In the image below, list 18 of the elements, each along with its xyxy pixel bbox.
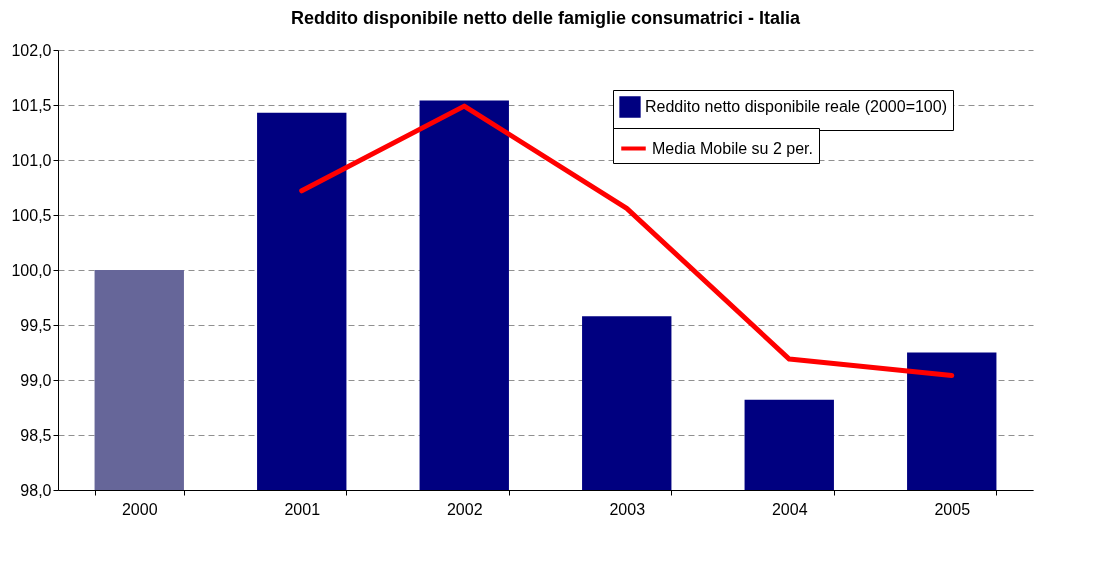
y-tick-label: 100,5	[11, 206, 52, 224]
y-tick-label: 101,5	[11, 96, 52, 114]
legend-label: Reddito netto disponibile reale (2000=100)	[645, 98, 947, 115]
y-tick-label: 99,5	[20, 316, 52, 334]
y-tick-label: 98,5	[20, 426, 52, 444]
y-tick-label: 100,0	[11, 261, 52, 279]
chart-title: Reddito disponibile netto delle famiglie consumatrici - Italia	[290, 8, 802, 28]
x-tick-label: 2000	[121, 500, 158, 518]
legend-label: Media Mobile su 2 per.	[652, 139, 813, 157]
x-tick-label: 2001	[284, 500, 321, 518]
x-tick-label: 2004	[771, 500, 808, 518]
y-tick-label: 101,0	[11, 151, 52, 169]
x-tick-label: 2002	[446, 500, 483, 518]
y-tick-label: 99,0	[20, 371, 52, 389]
x-tick-label: 2005	[934, 500, 971, 518]
y-tick-label: 98,0	[20, 481, 52, 499]
y-tick-label: 102,0	[11, 41, 52, 59]
x-tick-label: 2003	[609, 500, 646, 518]
